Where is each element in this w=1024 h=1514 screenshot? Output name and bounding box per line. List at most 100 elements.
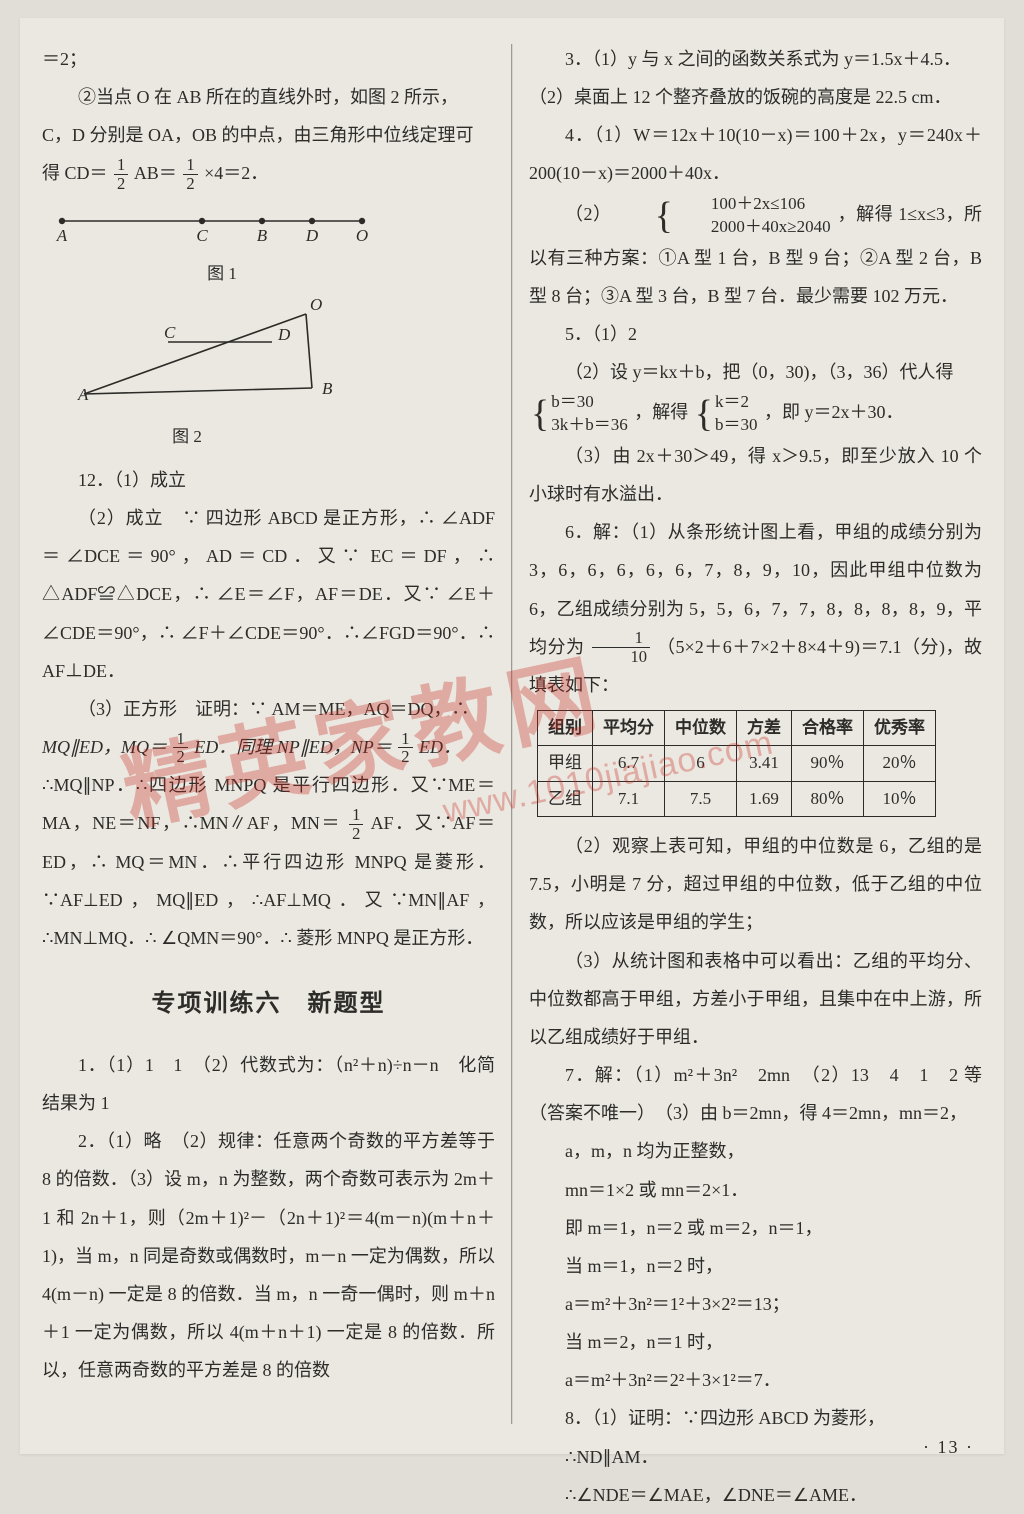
brace-system: { 100＋2x≤106 2000＋40x≥2040 xyxy=(619,193,831,239)
text: 当 m＝2，n＝1 时， xyxy=(529,1323,982,1361)
brace-glyph: { xyxy=(619,197,675,235)
text: （3）从统计图和表格中可以看出：乙组的平均分、中位数都高于甲组，方差小于甲组，且… xyxy=(529,942,982,1056)
case: b＝30 xyxy=(551,391,628,414)
text: 6．解：（1）从条形统计图上看，甲组的成绩分别为 3，6，6，6，6，6，7，8… xyxy=(529,513,982,704)
fig1-svg: ACBDO xyxy=(52,199,392,245)
txt: AB＝ xyxy=(134,163,177,183)
figure-1: ACBDO 图 1 xyxy=(52,199,495,292)
brace-body: b＝30 3k＋b＝36 xyxy=(551,391,628,437)
brace-body: 100＋2x≤106 2000＋40x≥2040 xyxy=(675,193,831,239)
fraction: 12 xyxy=(396,730,414,766)
text: a＝m²＋3n²＝2²＋3×1²＝7． xyxy=(529,1361,982,1399)
text: （2）桌面上 12 个整齐叠放的饭碗的高度是 22.5 cm． xyxy=(529,78,982,116)
txt: 得 CD＝ xyxy=(42,163,108,183)
section-title: 专项训练六 新题型 xyxy=(42,979,495,1030)
fig2-svg: ABCDO xyxy=(72,298,352,408)
case: 3k＋b＝36 xyxy=(551,414,628,437)
statistics-table: 组别平均分中位数方差合格率优秀率甲组6.763.4190％20％乙组7.17.5… xyxy=(537,710,936,817)
table-header: 中位数 xyxy=(665,711,737,746)
text: 2．（1）略 （2）规律：任意两个奇数的平方差等于 8 的倍数．（3）设 m，n… xyxy=(42,1122,495,1389)
text: 4．（1）W＝12x＋10(10－x)＝100＋2x，y＝240x＋200(10… xyxy=(529,116,982,192)
text: 得 CD＝ 1 2 AB＝ 1 2 ×4＝2． xyxy=(42,154,495,192)
numer: 1 xyxy=(349,806,363,824)
fraction: 12 xyxy=(347,806,365,842)
brace-glyph: { xyxy=(531,395,551,433)
text: ∴MQ∥NP．∴四边形 MNPQ 是平行四边形．又∵ME＝MA，NE＝NF，∴M… xyxy=(42,766,495,957)
svg-text:B: B xyxy=(257,226,268,245)
page: ＝2； ②当点 O 在 AB 所在的直线外时，如图 2 所示， C，D 分别是 … xyxy=(20,18,1004,1454)
table-header: 优秀率 xyxy=(864,711,936,746)
svg-text:B: B xyxy=(322,379,333,398)
text: a＝m²＋3n²＝1²＋3×2²＝13； xyxy=(529,1285,982,1323)
text: 7．解：（1）m²＋3n² 2mn （2）13 4 1 2 等（答案不唯一） （… xyxy=(529,1056,982,1132)
text: 3．（1）y 与 x 之间的函数关系式为 y＝1.5x＋4.5． xyxy=(529,40,982,78)
txt: AF．又∵AF＝ED，∴ MQ＝MN．∴平行四边形 MNPQ 是菱形．∵AF⊥E… xyxy=(42,813,495,947)
case: 2000＋40x≥2040 xyxy=(675,216,831,239)
brace-system: { k＝2 b＝30 xyxy=(695,391,758,437)
fraction: 12 xyxy=(171,730,189,766)
table-cell: 7.5 xyxy=(665,781,737,816)
txt: ×4＝2． xyxy=(204,163,268,183)
text: 1．（1）1 1 （2）代数式为：（n²＋n)÷n－n 化简结果为 1 xyxy=(42,1046,495,1122)
text: a，m，n 均为正整数， xyxy=(529,1132,982,1170)
table-cell: 6 xyxy=(665,746,737,781)
denom: 2 xyxy=(173,748,187,765)
numer: 1 xyxy=(183,156,197,174)
table-cell: 10％ xyxy=(864,781,936,816)
text: MQ∥ED，MQ＝ 12 ED．同理 NP∥ED，NP＝ 12 ED． xyxy=(42,728,495,766)
text: （3）由 2x＋30＞49，得 x＞9.5，即至少放入 10 个小球时有水溢出． xyxy=(529,437,982,513)
table-cell: 3.41 xyxy=(737,746,792,781)
denom: 2 xyxy=(398,748,412,765)
svg-text:A: A xyxy=(77,385,89,404)
txt: ，解得 xyxy=(634,402,688,422)
svg-text:D: D xyxy=(305,226,319,245)
numer: 1 xyxy=(173,730,187,748)
table-row: 乙组7.17.51.6980％10％ xyxy=(538,781,936,816)
table-cell: 乙组 xyxy=(538,781,593,816)
brace-glyph: { xyxy=(695,395,715,433)
numer: 1 xyxy=(398,730,412,748)
page-number: · 13 · xyxy=(923,1437,974,1458)
text: 8．（1）证明：∵四边形 ABCD 为菱形， xyxy=(529,1399,982,1437)
column-divider xyxy=(511,44,513,1424)
text: ②当点 O 在 AB 所在的直线外时，如图 2 所示， xyxy=(42,78,495,116)
table-cell: 80％ xyxy=(792,781,864,816)
svg-text:D: D xyxy=(277,325,291,344)
fig2-caption: 图 2 xyxy=(72,419,302,455)
svg-text:C: C xyxy=(164,323,176,342)
table-header: 平均分 xyxy=(593,711,665,746)
numer: 1 xyxy=(114,156,128,174)
svg-text:O: O xyxy=(356,226,368,245)
table-cell: 90％ xyxy=(792,746,864,781)
txt: MQ∥ED，MQ＝ xyxy=(42,737,167,757)
text: 当 m＝1，n＝2 时， xyxy=(529,1247,982,1285)
txt: （2）设 y＝kx＋b，把（0，30)，（3，36）代人得 xyxy=(565,362,954,382)
fraction: 1 2 xyxy=(181,156,199,192)
left-column: ＝2； ②当点 O 在 AB 所在的直线外时，如图 2 所示， C，D 分别是 … xyxy=(42,40,507,1434)
fraction: 1 10 xyxy=(590,629,653,665)
numer: 1 xyxy=(592,629,651,647)
denom: 10 xyxy=(592,648,651,665)
right-column: 3．（1）y 与 x 之间的函数关系式为 y＝1.5x＋4.5． （2）桌面上 … xyxy=(517,40,982,1434)
denom: 2 xyxy=(114,175,128,192)
text: ∴∠NDE＝∠MAE，∠DNE＝∠AME． xyxy=(529,1476,982,1514)
case: 100＋2x≤106 xyxy=(675,193,831,216)
txt: ED．同理 NP∥ED，NP＝ xyxy=(194,737,392,757)
case: b＝30 xyxy=(715,414,758,437)
table-header: 方差 xyxy=(737,711,792,746)
text: （2）观察上表可知，甲组的中位数是 6，乙组的是 7.5，小明是 7 分，超过甲… xyxy=(529,827,982,941)
text: ∴ND∥AM． xyxy=(529,1438,982,1476)
brace-body: k＝2 b＝30 xyxy=(715,391,758,437)
table-cell: 20％ xyxy=(864,746,936,781)
text: C，D 分别是 OA，OB 的中点，由三角形中位线定理可 xyxy=(42,116,495,154)
fraction: 1 2 xyxy=(112,156,130,192)
text: mn＝1×2 或 mn＝2×1． xyxy=(529,1171,982,1209)
table-header: 合格率 xyxy=(792,711,864,746)
text: ＝2； xyxy=(42,40,495,78)
svg-text:C: C xyxy=(196,226,208,245)
text: 即 m＝1，n＝2 或 m＝2，n＝1， xyxy=(529,1209,982,1247)
svg-text:A: A xyxy=(56,226,68,245)
brace-system: { b＝30 3k＋b＝36 xyxy=(531,391,628,437)
denom: 2 xyxy=(183,175,197,192)
text: 12．（1）成立 xyxy=(42,461,495,499)
